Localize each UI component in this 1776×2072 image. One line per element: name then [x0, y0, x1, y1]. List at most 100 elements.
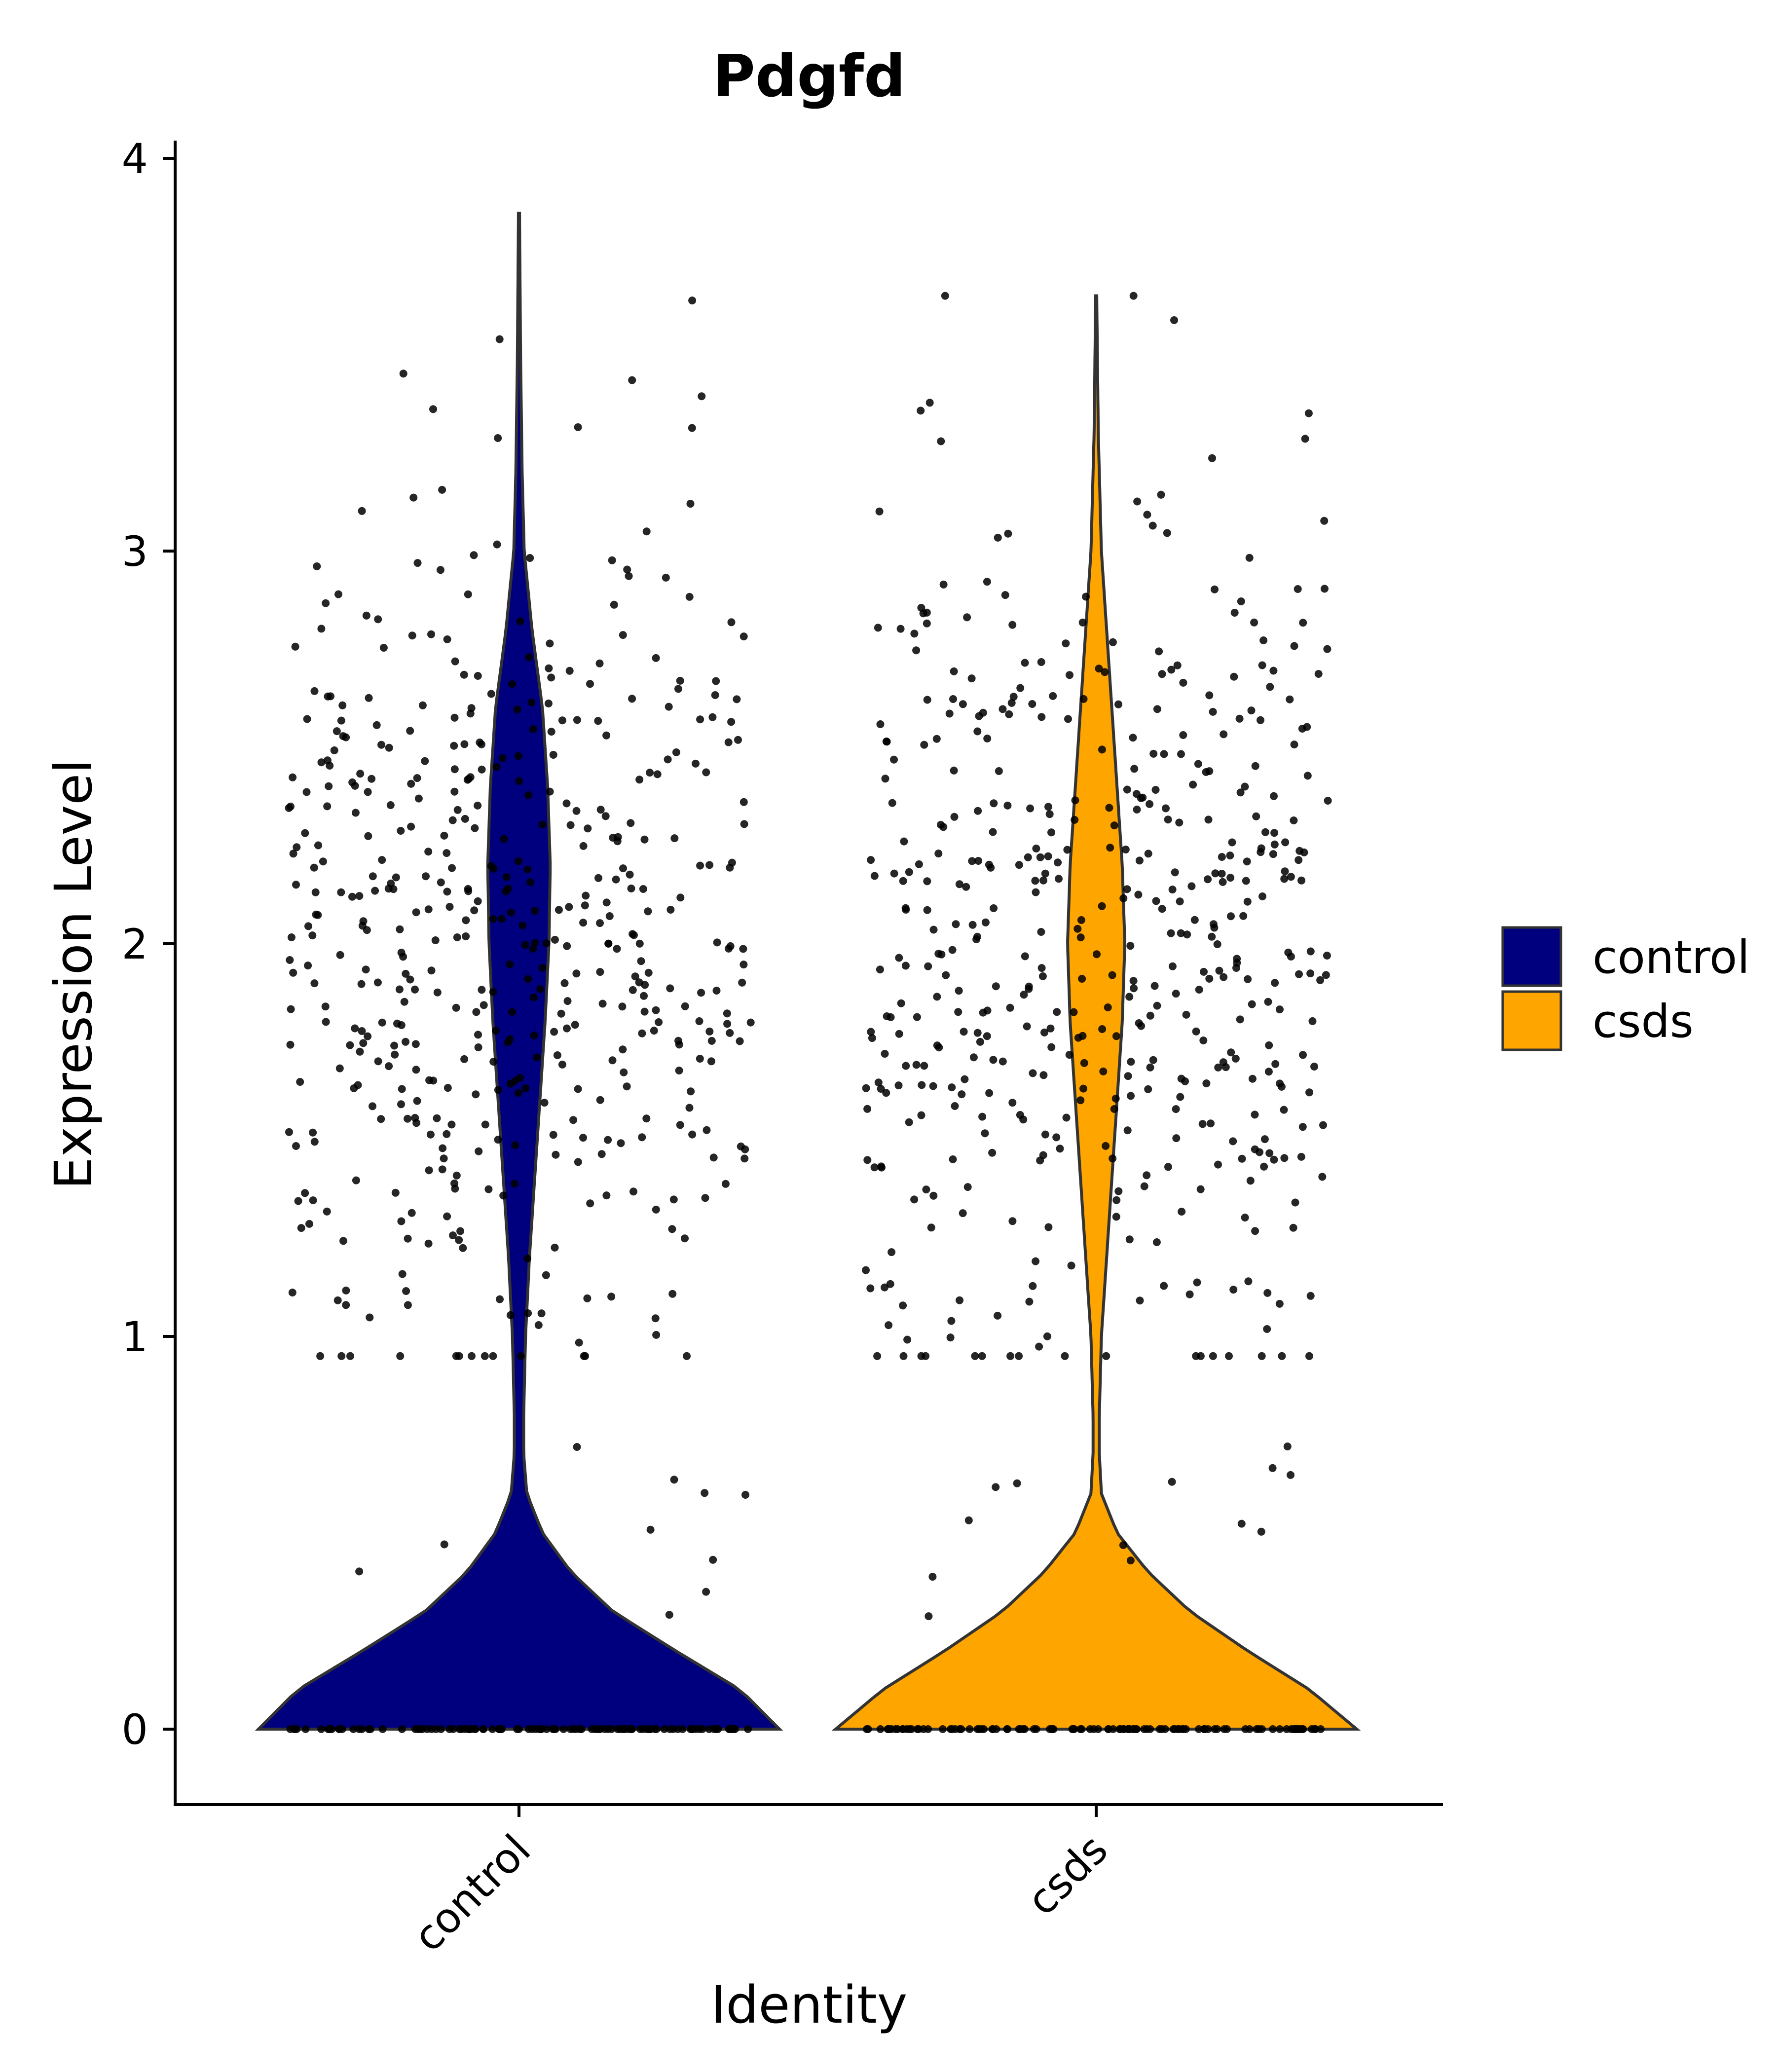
- point-control: [638, 1029, 646, 1037]
- point-csds: [1019, 1115, 1028, 1124]
- point-control: [391, 1050, 399, 1059]
- point-csds: [979, 1008, 987, 1017]
- point-csds: [868, 1034, 876, 1042]
- point-control: [736, 1037, 744, 1045]
- point-csds: [994, 1311, 1002, 1320]
- point-control: [447, 1120, 456, 1129]
- point-control: [452, 1352, 460, 1360]
- point-control: [695, 1017, 703, 1025]
- point-csds: [1204, 815, 1213, 824]
- point-csds: [1172, 1134, 1181, 1143]
- point-control: [644, 907, 652, 916]
- point-control: [596, 968, 604, 976]
- point-control: [346, 1041, 354, 1049]
- point-csds: [1298, 1725, 1306, 1733]
- point-control: [709, 1153, 718, 1162]
- point-control: [460, 740, 469, 748]
- legend-swatch-control: [1501, 926, 1562, 987]
- jitter-points: [285, 292, 1332, 1733]
- point-control: [488, 1725, 497, 1733]
- point-csds: [1067, 1261, 1075, 1270]
- point-control: [527, 698, 536, 706]
- point-csds: [1205, 974, 1214, 983]
- point-control: [576, 1725, 584, 1733]
- point-control: [379, 644, 388, 652]
- point-control: [378, 1725, 387, 1733]
- point-csds: [1277, 1082, 1286, 1091]
- point-control: [573, 716, 581, 724]
- point-control: [286, 802, 295, 811]
- point-csds: [895, 1030, 903, 1038]
- point-control: [444, 1084, 452, 1092]
- point-csds: [933, 993, 941, 1001]
- point-csds: [866, 1284, 875, 1293]
- point-control: [451, 657, 459, 666]
- point-csds: [1270, 1155, 1278, 1164]
- point-control: [427, 630, 435, 638]
- point-control: [604, 1136, 612, 1144]
- point-control: [588, 1725, 596, 1733]
- point-csds: [1098, 902, 1106, 910]
- point-csds: [1143, 511, 1151, 519]
- point-control: [449, 1231, 457, 1240]
- point-control: [579, 1134, 587, 1142]
- point-csds: [1108, 971, 1116, 979]
- x-tick-label-csds: csds: [1018, 1825, 1117, 1925]
- point-csds: [1248, 1000, 1256, 1008]
- point-control: [491, 1027, 500, 1035]
- point-csds: [927, 1223, 935, 1232]
- point-csds: [988, 1148, 997, 1157]
- point-csds: [1250, 618, 1258, 627]
- point-control: [526, 554, 534, 562]
- point-csds: [1126, 942, 1135, 950]
- point-control: [653, 770, 662, 778]
- point-control: [359, 1039, 368, 1047]
- point-csds: [1001, 591, 1009, 599]
- point-csds: [995, 767, 1003, 775]
- point-csds: [968, 857, 976, 865]
- point-control: [515, 1725, 523, 1733]
- point-csds: [1300, 848, 1308, 856]
- point-control: [325, 782, 333, 790]
- point-csds: [1021, 952, 1029, 961]
- point-control: [723, 1009, 731, 1018]
- point-control: [377, 740, 385, 749]
- point-control: [460, 670, 468, 679]
- point-csds: [1244, 975, 1252, 983]
- point-control: [623, 565, 631, 574]
- point-csds: [1231, 1054, 1240, 1063]
- point-csds: [876, 1725, 885, 1733]
- point-csds: [1179, 678, 1187, 687]
- point-control: [339, 1237, 347, 1245]
- point-csds: [878, 1163, 886, 1172]
- point-control: [638, 1133, 646, 1142]
- point-csds: [1152, 897, 1160, 905]
- point-csds: [917, 407, 925, 415]
- point-control: [666, 984, 674, 993]
- point-control: [703, 1126, 711, 1134]
- point-control: [285, 1128, 293, 1136]
- point-csds: [950, 667, 958, 675]
- point-control: [558, 1060, 566, 1069]
- point-control: [470, 906, 479, 915]
- point-control: [727, 718, 736, 726]
- point-control: [494, 1136, 502, 1144]
- point-control: [728, 858, 736, 867]
- point-control: [474, 1043, 482, 1051]
- point-csds: [1229, 1286, 1238, 1294]
- point-csds: [1276, 1725, 1284, 1733]
- point-control: [616, 1725, 624, 1733]
- point-control: [557, 1009, 565, 1018]
- point-csds: [1252, 812, 1260, 820]
- point-control: [508, 680, 516, 688]
- point-csds: [1039, 876, 1047, 885]
- point-csds: [1015, 1352, 1023, 1360]
- point-csds: [928, 1573, 937, 1581]
- point-control: [323, 802, 332, 811]
- point-control: [397, 1021, 406, 1029]
- point-control: [286, 956, 294, 964]
- point-csds: [1211, 585, 1219, 593]
- point-control: [524, 975, 532, 983]
- point-csds: [1080, 1059, 1088, 1067]
- point-csds: [918, 1081, 926, 1089]
